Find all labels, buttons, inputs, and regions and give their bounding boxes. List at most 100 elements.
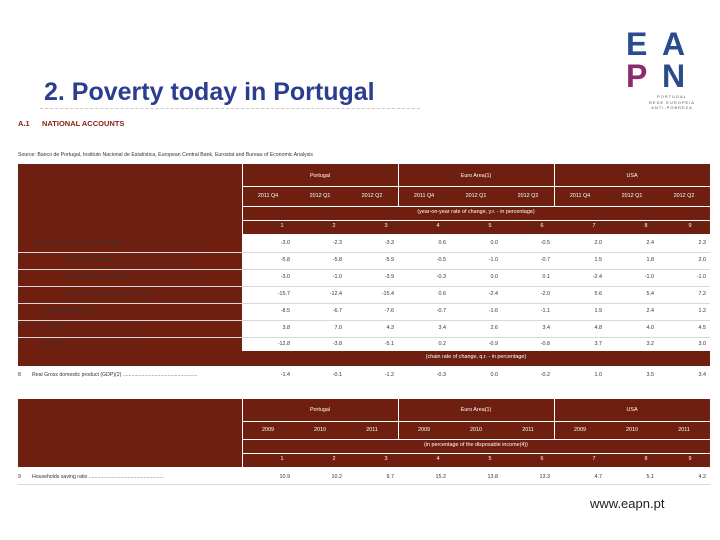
cell: -12.4: [329, 291, 342, 297]
table2-colnum: 4: [436, 456, 440, 462]
table1-colnum: 9: [688, 223, 692, 229]
cell: -1.1: [540, 308, 550, 314]
row-label: Households saving ratio ................…: [32, 474, 164, 480]
table2-colnum: 7: [592, 456, 596, 462]
cell: 0.0: [490, 372, 499, 378]
table2-colnum: 9: [688, 456, 692, 462]
table2-year: 2011: [366, 427, 378, 433]
cell: -8.5: [280, 308, 290, 314]
cell: -0.3: [436, 274, 446, 280]
table2-group-usa: USA: [626, 407, 638, 413]
table2-colnum: 3: [384, 456, 388, 462]
cell: 4.3: [386, 325, 395, 331]
cell: -0.9: [488, 341, 498, 347]
table1-period: 2012 Q2: [673, 193, 695, 199]
cell: -3.9: [384, 274, 394, 280]
table1-period: 2011 Q4: [569, 193, 591, 199]
cell: 2.3: [698, 240, 707, 246]
cell: -0.3: [436, 372, 446, 378]
cell: 1.5: [594, 257, 603, 263]
cell: 0.6: [438, 291, 447, 297]
table2-unit: (in percentage of the disposable income(…: [424, 442, 528, 448]
row-divider: [18, 286, 710, 287]
title-divider: [40, 108, 420, 109]
row-number: 9: [18, 474, 21, 480]
cell: -1.0: [644, 274, 654, 280]
table1-period: 2011 Q4: [413, 193, 435, 199]
table2-colnum: 1: [280, 456, 284, 462]
cell: -1.0: [696, 274, 706, 280]
table1-period: 2012 Q1: [465, 193, 487, 199]
row-divider: [18, 484, 710, 485]
cell: 3.2: [646, 341, 655, 347]
cell: 0.0: [490, 240, 499, 246]
cell: -2.0: [540, 291, 550, 297]
table1-label-band: [18, 234, 242, 366]
cell: -3.0: [280, 274, 290, 280]
table2-colnum: 2: [332, 456, 336, 462]
cell: 7.2: [698, 291, 707, 297]
cell: -0.2: [540, 372, 550, 378]
cell: 13.3: [539, 474, 551, 480]
row-label: Real Gross domestic product (GDP)(2) ...…: [32, 240, 198, 246]
cell: -5.1: [384, 341, 394, 347]
row-number: 4: [18, 291, 21, 297]
row-divider: [18, 252, 710, 253]
table2-group-portugal: Portugal: [309, 407, 331, 413]
table2-header-band: [18, 399, 710, 467]
row-number: 6: [18, 325, 21, 331]
cell: -3.8: [332, 341, 342, 347]
row-divider: [18, 269, 710, 270]
row-label: Real Gross domestic product (GDP)(2) ...…: [32, 372, 198, 378]
cell: 5.4: [646, 291, 655, 297]
cell: 2.0: [698, 257, 707, 263]
table1-group-usa: USA: [626, 173, 638, 179]
cell: 4.5: [698, 325, 707, 331]
cell: 3.4: [698, 372, 707, 378]
cell: -2.3: [332, 240, 342, 246]
row-label: Private consumption ....................…: [68, 257, 192, 263]
table1-period: 2012 Q1: [621, 193, 643, 199]
cell: 7.0: [334, 325, 343, 331]
cell: 2.6: [490, 325, 499, 331]
table1-colnum: 3: [384, 223, 388, 229]
row-divider: [18, 320, 710, 321]
cell: 0.6: [438, 240, 447, 246]
logo-tagline-1: PORTUGAL: [657, 94, 687, 99]
table2-year: 2010: [314, 427, 326, 433]
table2-group-euro: Euro Area(1): [460, 407, 492, 413]
cell: 10.9: [279, 474, 291, 480]
cell: -1.0: [332, 274, 342, 280]
cell: 9.7: [386, 474, 395, 480]
table1-header-band: [18, 164, 710, 234]
cell: 1.0: [594, 372, 603, 378]
table1-subheader-band: [242, 351, 710, 366]
logo-letter-a: A: [662, 26, 686, 62]
cell: -5.8: [280, 257, 290, 263]
table1-colnum: 7: [592, 223, 596, 229]
cell: -5.8: [332, 257, 342, 263]
cell: 4.8: [594, 325, 603, 331]
logo-letter-e: E: [626, 26, 648, 62]
table1-group-portugal: Portugal: [309, 173, 331, 179]
cell: -3.0: [280, 240, 290, 246]
table2-colnum: 5: [488, 456, 492, 462]
table1-colnum: 5: [488, 223, 492, 229]
cell: -0.7: [540, 257, 550, 263]
cell: 1.8: [646, 257, 655, 263]
cell: 0.0: [490, 274, 499, 280]
cell: 3.4: [438, 325, 447, 331]
cell: -1.0: [488, 257, 498, 263]
cell: 15.2: [435, 474, 447, 480]
table2-year: 2009: [574, 427, 586, 433]
table2-colnum: 6: [540, 456, 544, 462]
cell: 0.1: [542, 274, 551, 280]
row-label: Exports.................................…: [44, 325, 137, 331]
cell: 3.4: [542, 325, 551, 331]
cell: -15.4: [381, 291, 394, 297]
table1-unit: (year-on-year rate of change, y.r. - in …: [417, 209, 535, 215]
table1-period: 2012 Q2: [361, 193, 383, 199]
table1-chain-unit: (chain rate of change, q.r. - in percent…: [425, 354, 527, 360]
cell: -5.9: [384, 257, 394, 263]
cell: -3.3: [384, 240, 394, 246]
